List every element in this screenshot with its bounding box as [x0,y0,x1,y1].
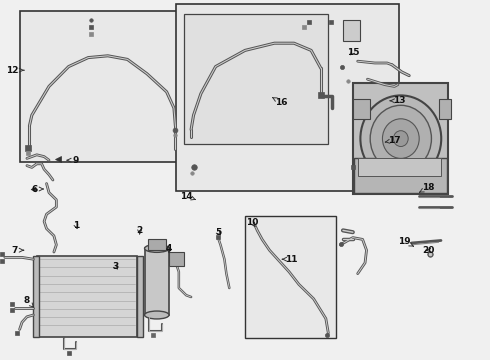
Ellipse shape [393,131,408,147]
Text: 15: 15 [346,48,359,57]
Bar [20,11,181,162]
Bar [353,83,448,194]
Text: 12: 12 [6,66,24,75]
Text: 14: 14 [180,192,196,201]
Bar [184,14,328,144]
Bar [343,20,360,41]
Text: 10: 10 [246,218,259,227]
Bar [33,256,39,337]
Text: 7: 7 [11,246,24,255]
Text: 1: 1 [73,220,79,230]
Text: 20: 20 [422,246,435,255]
Text: 11: 11 [282,255,298,264]
Text: 2: 2 [137,226,143,235]
Ellipse shape [361,95,441,182]
Text: 6: 6 [31,184,43,194]
Text: 13: 13 [390,96,406,105]
Text: 4: 4 [166,244,172,253]
Bar [169,252,184,266]
Bar [358,158,441,176]
Ellipse shape [145,244,169,252]
Text: 5: 5 [215,228,221,237]
Text: 8: 8 [24,296,33,307]
Bar [148,239,166,250]
Text: 9: 9 [67,156,79,165]
Text: 3: 3 [112,262,118,271]
Bar [439,99,451,119]
Text: 17: 17 [385,136,401,145]
Ellipse shape [370,105,431,172]
Text: 16: 16 [272,98,288,107]
Text: 19: 19 [398,237,414,246]
Bar [137,256,143,337]
Bar [145,248,169,315]
Ellipse shape [382,119,419,158]
Bar [353,99,370,119]
Ellipse shape [145,311,169,319]
Text: 18: 18 [419,183,435,192]
Bar [245,216,336,338]
Bar [354,158,447,193]
Bar [176,4,399,191]
Bar [37,256,137,337]
